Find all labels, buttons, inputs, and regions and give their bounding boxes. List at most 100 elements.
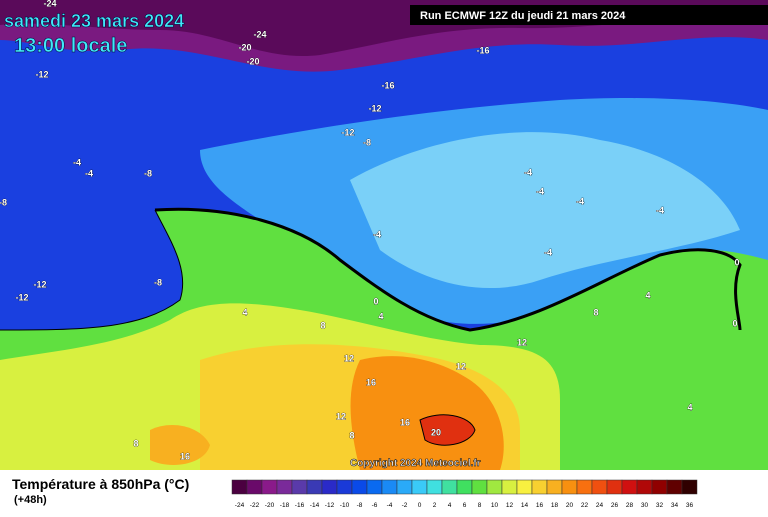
color-scale: -24 -22 -20 -18 -16 -14 -12 -10 -8 -6 -4 -2 0 2 4 6 8 10 1… — [231, 479, 698, 509]
contour-label: -8 — [154, 277, 162, 287]
contour-label: 12 — [517, 337, 527, 347]
contour-label: -4 — [544, 247, 552, 257]
scale-label: 28 — [626, 502, 634, 509]
contour-label: 0 — [732, 318, 737, 328]
contour-label: 0 — [373, 296, 378, 306]
scale-label: -14 — [310, 502, 320, 509]
contour-label: -4 — [656, 205, 664, 215]
scale-swatch — [681, 479, 698, 495]
scale-label: 20 — [566, 502, 574, 509]
contour-label: 16 — [366, 377, 376, 387]
scale-swatch — [486, 479, 503, 495]
contour-labels: -24-24-20-20-12-16-16-12-12-8-4-4-8-8-4-… — [0, 0, 740, 462]
run-box — [410, 5, 768, 25]
date: samedi 23 mars 2024 — [4, 11, 184, 31]
scale-swatch — [246, 479, 263, 495]
scale-swatch — [516, 479, 533, 495]
scale-swatch — [591, 479, 608, 495]
scale-swatch — [471, 479, 488, 495]
scale-swatch — [336, 479, 353, 495]
copyright: Copyright 2024 Meteociel.fr — [350, 458, 481, 469]
contour-label: -8 — [363, 137, 371, 147]
scale-label: -2 — [402, 502, 408, 509]
contour-label: -20 — [246, 56, 259, 66]
contour-label: -12 — [33, 279, 46, 289]
scale-label: 14 — [521, 502, 529, 509]
scale-label: 12 — [506, 502, 514, 509]
contour-label: 8 — [133, 438, 138, 448]
scale-label: 10 — [491, 502, 499, 509]
scale-swatch — [381, 479, 398, 495]
scale-swatch — [561, 479, 578, 495]
contour-label: 4 — [242, 307, 247, 317]
contour-label: 4 — [378, 311, 383, 321]
scale-swatch — [231, 479, 248, 495]
contour-label: -12 — [368, 103, 381, 113]
contour-label: -16 — [381, 80, 394, 90]
legend-subtitle: (+48h) — [14, 494, 47, 506]
contour-label: 12 — [336, 411, 346, 421]
run-info: Run ECMWF 12Z du jeudi 21 mars 2024 — [420, 10, 626, 22]
contour-label: -4 — [85, 168, 93, 178]
scale-swatch — [441, 479, 458, 495]
scale-label: -10 — [340, 502, 350, 509]
scale-swatch — [366, 479, 383, 495]
scale-swatch — [546, 479, 563, 495]
scale-swatch — [351, 479, 368, 495]
scale-label: 36 — [686, 502, 694, 509]
scale-label: 34 — [671, 502, 679, 509]
scale-label: -12 — [325, 502, 335, 509]
scale-swatch — [276, 479, 293, 495]
contour-label: 4 — [687, 402, 692, 412]
scale-swatch — [396, 479, 413, 495]
scale-label: 30 — [641, 502, 649, 509]
contour-label: 16 — [400, 417, 410, 427]
contour-label: 8 — [349, 430, 354, 440]
contour-label: -20 — [238, 42, 251, 52]
contour-label: -12 — [35, 69, 48, 79]
scale-label: -8 — [357, 502, 363, 509]
contour-label: 16 — [180, 451, 190, 461]
contour-label: -16 — [476, 45, 489, 55]
scale-swatch — [291, 479, 308, 495]
scale-label: 22 — [581, 502, 589, 509]
contour-label: -12 — [341, 127, 354, 137]
contour-label: -8 — [0, 197, 7, 207]
scale-swatch — [261, 479, 278, 495]
scale-swatch — [411, 479, 428, 495]
contour-label: -4 — [576, 196, 584, 206]
map-background — [0, 0, 768, 470]
scale-label: 4 — [448, 502, 452, 509]
scale-label: -24 — [235, 502, 245, 509]
scale-label: 8 — [478, 502, 482, 509]
contour-label: -4 — [73, 157, 81, 167]
scale-label: 6 — [463, 502, 467, 509]
scale-swatch — [501, 479, 518, 495]
contour-label: -24 — [43, 0, 56, 8]
scale-label: -6 — [372, 502, 378, 509]
contour-label: -24 — [253, 29, 266, 39]
contour-label: -4 — [524, 167, 532, 177]
scale-label: -16 — [295, 502, 305, 509]
contour-label: 8 — [593, 307, 598, 317]
scale-swatch — [576, 479, 593, 495]
scale-swatch — [651, 479, 668, 495]
contour-label: 20 — [431, 427, 441, 437]
scale-swatch — [621, 479, 638, 495]
time: 13:00 locale — [14, 35, 127, 57]
scale-label: -4 — [387, 502, 393, 509]
scale-label: -18 — [280, 502, 290, 509]
scale-swatch — [426, 479, 443, 495]
contour-label: -4 — [536, 186, 544, 196]
scale-swatch — [606, 479, 623, 495]
scale-label: 26 — [611, 502, 619, 509]
scale-swatch — [636, 479, 653, 495]
scale-swatch — [456, 479, 473, 495]
contour-label: 12 — [344, 353, 354, 363]
contour-label: -8 — [144, 168, 152, 178]
scale-label: 2 — [433, 502, 437, 509]
contour-label: 4 — [645, 290, 650, 300]
legend-title: Température à 850hPa (°C) — [12, 476, 189, 492]
scale-label: 32 — [656, 502, 664, 509]
